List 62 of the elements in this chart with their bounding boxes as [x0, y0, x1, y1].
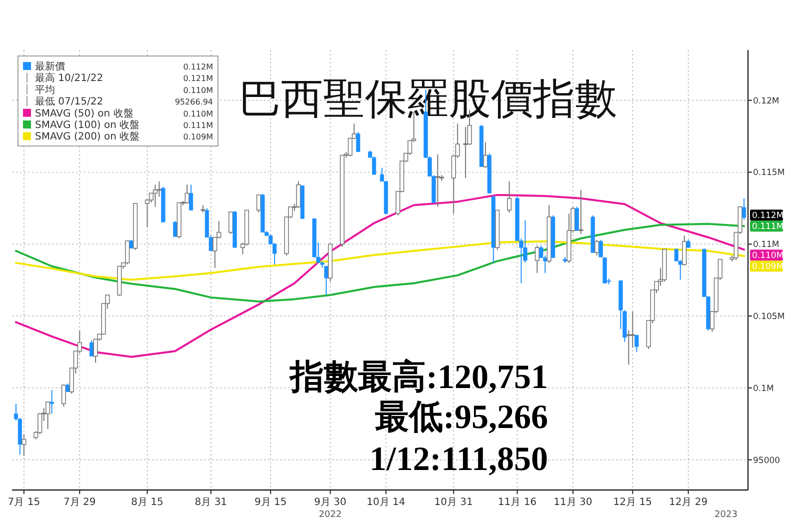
x-tick-label: 11月 16	[498, 497, 537, 508]
annotation: 最低:95,266	[375, 399, 548, 436]
candlestick	[372, 156, 376, 176]
annotation: 平均	[35, 84, 55, 96]
x-tick-label: 8月 31	[194, 497, 228, 508]
annotation: 最低 07/15/22	[35, 96, 104, 108]
candlestick	[634, 334, 639, 352]
x-tick-label: 9月 15	[254, 497, 287, 508]
x-tick-label: 7月 15	[8, 497, 40, 508]
legend-label: SMAVG (200) on 收盤	[35, 130, 140, 143]
annotation: 最高 10/21/22	[35, 72, 104, 84]
annotation: 指數最高:120,751	[288, 358, 548, 396]
candlestick	[435, 154, 440, 208]
candlestick	[50, 390, 54, 414]
candlestick	[125, 240, 130, 265]
x-tick-label: 12月 29	[669, 497, 708, 508]
legend-label: SMAVG (100) on 收盤	[35, 119, 140, 131]
value-tag: 0.109M	[750, 260, 784, 272]
legend-label: 最新價	[35, 60, 65, 72]
x-tick-label: 7月 29	[64, 497, 96, 508]
text: 2023	[714, 510, 738, 518]
y-tick-label: 0.1M	[753, 384, 774, 394]
candlestick	[574, 206, 579, 232]
annotation: 0.121M	[183, 74, 214, 84]
annotation: 0.110M	[183, 86, 214, 95]
candlestick	[578, 189, 584, 235]
x-tick-label: 12月 15	[613, 497, 652, 508]
value-tag: 0.112M	[750, 210, 784, 222]
text: 2022	[318, 510, 342, 518]
candlestick	[188, 184, 194, 211]
x-tick-label: 10月 14	[366, 497, 406, 508]
annotation: 0.111M	[183, 121, 214, 130]
value-tag: 0.110M	[750, 250, 784, 262]
y-tick-label: 95000	[753, 456, 780, 466]
annotation: 0.110M	[183, 109, 214, 118]
x-tick-label: 8月 15	[131, 497, 164, 508]
legend-label: SMAVG (50) on 收盤	[35, 107, 134, 120]
candlestick	[184, 184, 190, 204]
annotation: 95266.94	[174, 98, 213, 107]
candlestick	[22, 434, 26, 456]
value-tag: 0.111M	[750, 220, 784, 232]
annotation: 1/12:111,850	[369, 441, 548, 478]
y-tick-label: 0.115M	[753, 168, 785, 178]
candlestick	[324, 265, 328, 296]
candlestick	[682, 235, 687, 266]
annotation: 0.112M	[183, 62, 214, 72]
candlestick	[46, 402, 50, 430]
candlestick	[630, 311, 635, 348]
x-tick-label: 9月 30	[314, 497, 346, 508]
y-tick-label: 0.105M	[753, 312, 785, 322]
annotation: 0.109M	[183, 132, 214, 142]
x-tick-label: 11月 30	[554, 497, 592, 508]
candlestick	[506, 180, 512, 213]
y-tick-label: 0.12M	[753, 96, 780, 106]
candlestick	[173, 220, 178, 238]
candlestick	[61, 384, 66, 408]
candlestick	[742, 198, 746, 220]
candlestick	[534, 245, 540, 274]
x-tick-label: 10月 31	[434, 497, 473, 508]
candlestick	[152, 184, 158, 208]
candlestick	[356, 131, 360, 152]
y-tick-label: 0.11M	[753, 240, 780, 250]
